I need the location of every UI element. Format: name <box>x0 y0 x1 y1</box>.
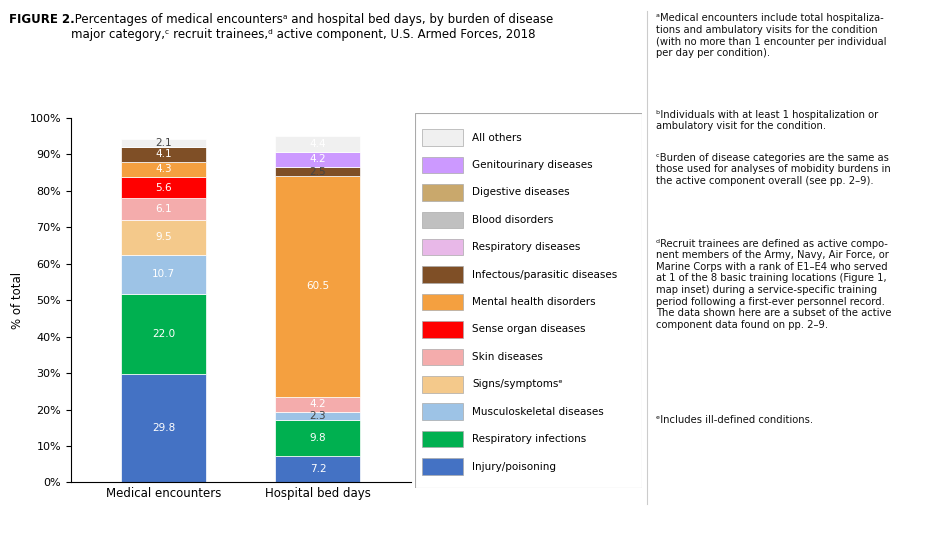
FancyBboxPatch shape <box>422 321 463 338</box>
Bar <box>276 412 361 420</box>
Text: 7.2: 7.2 <box>310 464 327 474</box>
Text: 2.5: 2.5 <box>310 167 327 177</box>
Text: 4.3: 4.3 <box>155 165 172 175</box>
Text: Blood disorders: Blood disorders <box>472 215 553 225</box>
Text: ᵉIncludes ill-defined conditions.: ᵉIncludes ill-defined conditions. <box>656 415 813 426</box>
FancyBboxPatch shape <box>422 294 463 310</box>
Text: Percentages of medical encountersᵃ and hospital bed days, by burden of disease
m: Percentages of medical encountersᵃ and h… <box>71 13 553 41</box>
Bar <box>121 147 206 162</box>
Text: Infectous/parasitic diseases: Infectous/parasitic diseases <box>472 270 617 280</box>
Bar <box>121 198 206 220</box>
Bar <box>121 139 206 147</box>
Text: 2.1: 2.1 <box>155 138 172 148</box>
Bar <box>276 456 361 482</box>
Text: 4.4: 4.4 <box>310 139 327 149</box>
Bar <box>276 420 361 456</box>
Y-axis label: % of total: % of total <box>11 272 24 329</box>
FancyBboxPatch shape <box>422 431 463 448</box>
Text: All others: All others <box>472 132 522 143</box>
Text: ᶜBurden of disease categories are the same as
those used for analyses of mobidit: ᶜBurden of disease categories are the sa… <box>656 153 891 186</box>
Text: Mental health disorders: Mental health disorders <box>472 297 596 307</box>
Bar <box>121 255 206 294</box>
FancyBboxPatch shape <box>422 157 463 173</box>
Bar <box>121 162 206 177</box>
Text: FIGURE 2.: FIGURE 2. <box>9 13 76 26</box>
Bar <box>276 136 361 152</box>
Text: Sense organ diseases: Sense organ diseases <box>472 324 585 334</box>
Text: ᵇIndividuals with at least 1 hospitalization or
ambulatory visit for the conditi: ᵇIndividuals with at least 1 hospitaliza… <box>656 110 878 131</box>
Text: ᵈRecruit trainees are defined as active compo-
nent members of the Army, Navy, A: ᵈRecruit trainees are defined as active … <box>656 239 891 330</box>
Text: Digestive diseases: Digestive diseases <box>472 188 569 197</box>
Text: Genitourinary diseases: Genitourinary diseases <box>472 160 593 170</box>
FancyBboxPatch shape <box>422 458 463 475</box>
FancyBboxPatch shape <box>422 348 463 365</box>
Bar <box>276 167 361 176</box>
Bar <box>121 294 206 374</box>
Text: 9.8: 9.8 <box>310 433 327 443</box>
Text: Musculoskeletal diseases: Musculoskeletal diseases <box>472 407 604 416</box>
Text: 4.2: 4.2 <box>310 154 327 165</box>
Bar <box>276 397 361 412</box>
Text: 5.6: 5.6 <box>155 183 172 192</box>
Text: 10.7: 10.7 <box>152 269 175 279</box>
Text: 22.0: 22.0 <box>152 329 175 339</box>
Bar <box>121 374 206 482</box>
Text: Respiratory diseases: Respiratory diseases <box>472 242 581 252</box>
FancyBboxPatch shape <box>415 113 642 488</box>
Text: 9.5: 9.5 <box>155 232 172 242</box>
FancyBboxPatch shape <box>422 376 463 392</box>
Text: Signs/symptomsᵉ: Signs/symptomsᵉ <box>472 379 563 389</box>
Bar <box>121 177 206 198</box>
Bar <box>276 152 361 167</box>
Text: Injury/poisoning: Injury/poisoning <box>472 461 556 472</box>
Text: ᵃMedical encounters include total hospitaliza-
tions and ambulatory visits for t: ᵃMedical encounters include total hospit… <box>656 13 886 58</box>
FancyBboxPatch shape <box>422 266 463 283</box>
FancyBboxPatch shape <box>422 404 463 420</box>
Text: Skin diseases: Skin diseases <box>472 352 543 362</box>
Text: Respiratory infections: Respiratory infections <box>472 434 586 444</box>
FancyBboxPatch shape <box>422 239 463 256</box>
FancyBboxPatch shape <box>422 212 463 228</box>
Text: 2.3: 2.3 <box>310 411 327 421</box>
Text: 29.8: 29.8 <box>152 423 175 433</box>
Text: 60.5: 60.5 <box>307 281 329 292</box>
Text: 6.1: 6.1 <box>155 204 172 214</box>
FancyBboxPatch shape <box>422 129 463 146</box>
Bar <box>276 176 361 397</box>
Text: 4.2: 4.2 <box>310 399 327 410</box>
FancyBboxPatch shape <box>422 184 463 200</box>
Text: 4.1: 4.1 <box>155 149 172 159</box>
Bar <box>121 220 206 255</box>
